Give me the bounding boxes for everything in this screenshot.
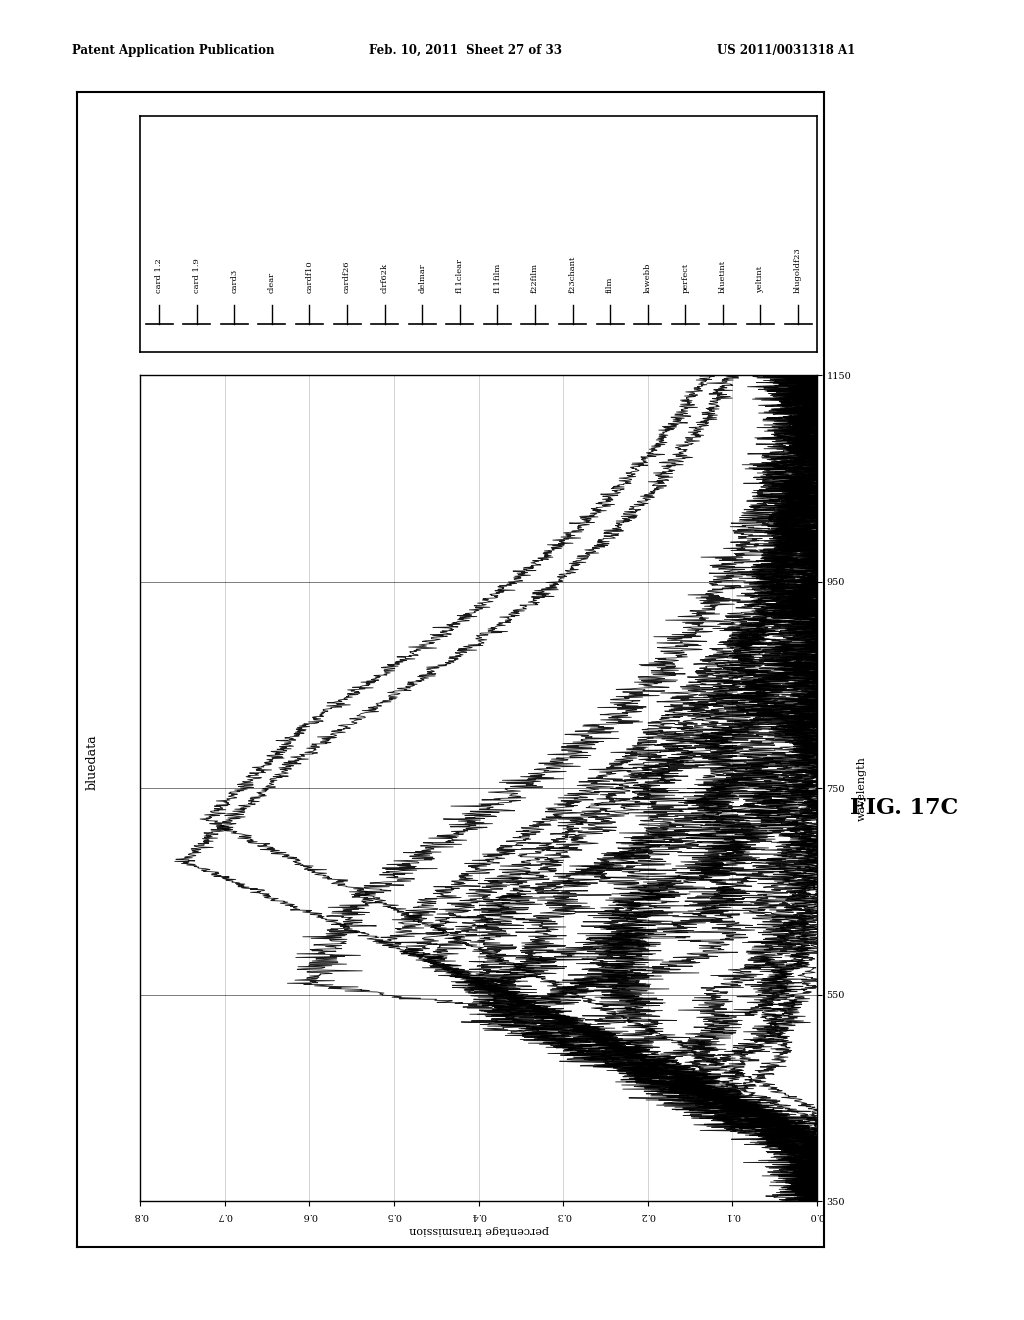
Text: delmar: delmar [418, 263, 426, 293]
Text: f23chant: f23chant [568, 256, 577, 293]
Text: f11film: f11film [494, 263, 502, 293]
Text: f11clear: f11clear [456, 259, 464, 293]
Text: cardf26: cardf26 [343, 260, 351, 293]
Text: Patent Application Publication: Patent Application Publication [72, 44, 274, 57]
Text: bluetint: bluetint [719, 260, 727, 293]
Text: perfect: perfect [681, 263, 689, 293]
Text: lawebb: lawebb [644, 263, 651, 293]
Text: yeltint: yeltint [757, 265, 765, 293]
Text: blugoldf23: blugoldf23 [794, 247, 802, 293]
Text: card3: card3 [230, 269, 239, 293]
X-axis label: percentage transmission: percentage transmission [409, 1225, 549, 1236]
Text: film: film [606, 277, 614, 293]
Text: bluedata: bluedata [86, 734, 98, 791]
Text: FIG. 17C: FIG. 17C [850, 797, 958, 820]
Text: cardf10: cardf10 [305, 260, 313, 293]
Text: clear: clear [268, 272, 275, 293]
Y-axis label: wavelength: wavelength [857, 756, 867, 821]
Text: US 2011/0031318 A1: US 2011/0031318 A1 [717, 44, 855, 57]
Text: card 1.9: card 1.9 [193, 259, 201, 293]
Text: f22film: f22film [531, 263, 539, 293]
Text: card 1.2: card 1.2 [155, 259, 163, 293]
Text: clrf62k: clrf62k [381, 263, 389, 293]
Text: Feb. 10, 2011  Sheet 27 of 33: Feb. 10, 2011 Sheet 27 of 33 [369, 44, 561, 57]
